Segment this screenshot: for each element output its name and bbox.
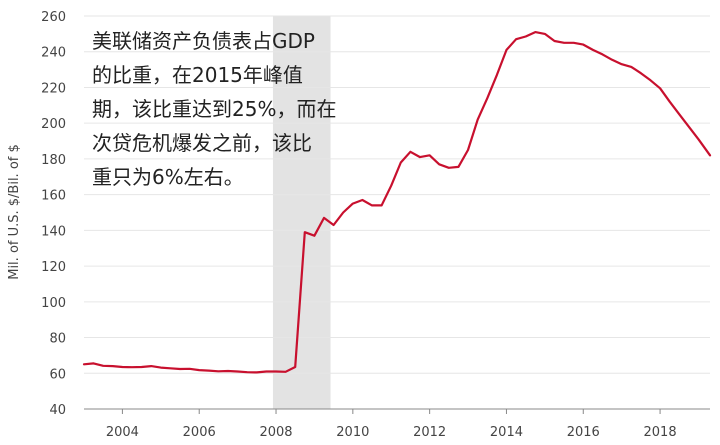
y-tick-label-220: 220 <box>41 81 66 96</box>
annotation-line-0: 美联储资产负债表占GDP <box>92 29 315 53</box>
y-tick-label-260: 260 <box>41 10 66 25</box>
annotation-line-2: 期，该比重达到25%，而在 <box>92 97 336 121</box>
axes <box>84 408 710 414</box>
x-tick-label-2012: 2012 <box>413 425 446 440</box>
x-tick-label-2006: 2006 <box>183 425 216 440</box>
annotation-text: 美联储资产负债表占GDP 的比重，在2015年峰值期，该比重达到25%，而在次贷危… <box>92 29 336 189</box>
y-tick-label-60: 60 <box>49 367 66 382</box>
annotation-line-3: 次贷危机爆发之前，该比 <box>92 131 312 155</box>
x-tick-label-2008: 2008 <box>259 425 292 440</box>
x-tick-labels: 2004 2006 2008 2010 2012 2014 2016 2018 <box>106 425 677 440</box>
recession-shading-0 <box>272 16 331 409</box>
y-tick-label-240: 240 <box>41 46 66 61</box>
gridlines <box>84 15 710 374</box>
y-tick-label-160: 160 <box>41 189 66 204</box>
y-tick-label-100: 100 <box>41 296 66 311</box>
y-axis-label: Mil. of U.S. $/Bil. of $ <box>7 144 22 280</box>
series-line-0 <box>82 30 712 374</box>
y-tick-label-200: 200 <box>41 117 66 132</box>
series-layer <box>82 30 712 374</box>
recession-shading-layer <box>272 16 331 409</box>
x-tick-label-2018: 2018 <box>644 425 677 440</box>
y-tick-label-80: 80 <box>49 332 66 347</box>
x-tick-label-2010: 2010 <box>336 425 369 440</box>
x-tick-label-2014: 2014 <box>490 425 523 440</box>
x-tick-label-2004: 2004 <box>106 425 139 440</box>
annotation-line-4: 重只为6%左右。 <box>92 165 244 189</box>
y-tick-labels: 40 60 80 100 120 140 160 180 200 220 240 260 <box>41 10 66 418</box>
y-tick-label-180: 180 <box>41 153 66 168</box>
x-tick-label-2016: 2016 <box>567 425 600 440</box>
y-tick-label-40: 40 <box>49 403 66 418</box>
y-tick-label-120: 120 <box>41 260 66 275</box>
y-tick-label-140: 140 <box>41 224 66 239</box>
annotation-line-1: 的比重，在2015年峰值 <box>92 63 303 87</box>
